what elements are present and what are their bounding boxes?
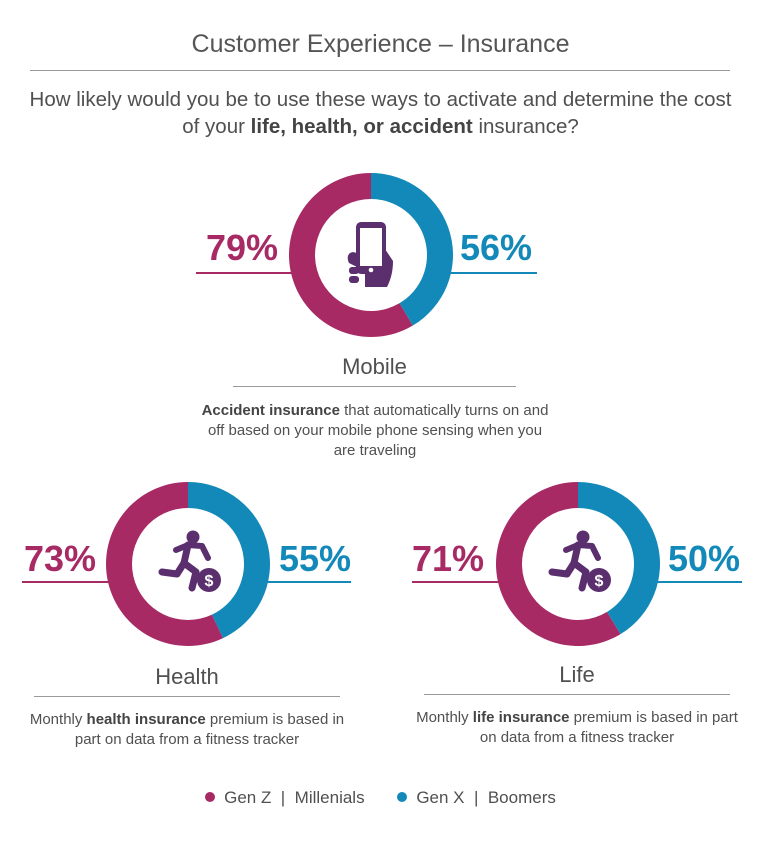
category-label-life: Life bbox=[559, 662, 595, 687]
pct-life-gen-x: 50% bbox=[668, 538, 741, 579]
svg-text:$: $ bbox=[595, 573, 604, 590]
description-life: Monthly life insurance premium is based … bbox=[412, 708, 742, 748]
legend-label: Gen X | Boomers bbox=[416, 787, 556, 807]
pct-mobile-gen-z: 79% bbox=[205, 227, 278, 268]
donut-segment-gen-x-boomers bbox=[188, 482, 270, 639]
survey-question: How likely would you be to use these way… bbox=[20, 86, 741, 140]
donut-segment-gen-x-boomers bbox=[371, 173, 453, 326]
description-life-pre: Monthly bbox=[416, 709, 473, 726]
pct-rule-health-gen-z bbox=[22, 581, 112, 583]
legend-label: Gen Z | Millenials bbox=[224, 787, 365, 807]
question-text-end: insurance? bbox=[472, 115, 579, 138]
runner-with-dollar-icon: $ bbox=[548, 530, 611, 592]
smartphone-in-hand-icon bbox=[347, 222, 393, 287]
pct-health-gen-x: 55% bbox=[279, 538, 352, 579]
runner-with-dollar-icon: $ bbox=[158, 530, 221, 592]
legend-item-gen-x-boomers: Gen X | Boomers bbox=[397, 788, 556, 808]
description-health: Monthly health insurance premium is base… bbox=[22, 710, 352, 750]
donut-life: $ bbox=[496, 482, 660, 646]
donut-mobile bbox=[288, 173, 453, 337]
donut-segment-gen-z-millenials bbox=[496, 482, 621, 646]
legend-dot-blue bbox=[397, 791, 408, 802]
donut-health: $ bbox=[105, 482, 270, 646]
question-text-bold: life, health, or accident bbox=[250, 115, 473, 138]
category-label-mobile: Mobile bbox=[342, 354, 407, 379]
donut-segment-gen-x-boomers bbox=[578, 482, 660, 635]
pct-health-gen-z: 73% bbox=[23, 538, 96, 579]
category-rule-mobile bbox=[233, 386, 516, 387]
pct-rule-life-gen-x bbox=[652, 581, 742, 583]
donut-segment-gen-z-millenials bbox=[288, 173, 413, 337]
legend-item-gen-z-millenials: Gen Z | Millenials bbox=[205, 787, 365, 808]
description-health-rest: premium is based in part on data from a … bbox=[74, 711, 345, 748]
description-mobile: Accident insurance that automatically tu… bbox=[200, 401, 550, 461]
legend: Gen Z | Millenials Gen X | Boomers bbox=[0, 787, 761, 808]
description-life-bold: life insurance bbox=[472, 709, 570, 726]
description-health-pre: Monthly bbox=[29, 711, 87, 728]
pct-rule-life-gen-z bbox=[412, 581, 502, 583]
pct-rule-health-gen-x bbox=[262, 581, 351, 583]
svg-text:$: $ bbox=[205, 573, 214, 590]
title-divider bbox=[30, 70, 730, 71]
category-rule-life bbox=[424, 694, 730, 695]
pct-rule-mobile-gen-x bbox=[449, 272, 537, 274]
pct-rule-mobile-gen-z bbox=[196, 272, 294, 274]
description-mobile-rest: that automatically turns on and off base… bbox=[207, 402, 549, 459]
description-health-bold: health insurance bbox=[86, 711, 206, 728]
question-text-start: How likely would you be to use these way… bbox=[29, 88, 732, 138]
category-rule-health bbox=[34, 696, 340, 697]
pct-life-gen-z: 71% bbox=[411, 538, 484, 579]
donut-segment-gen-z-millenials bbox=[105, 482, 224, 646]
legend-dot-magenta bbox=[205, 791, 216, 802]
description-life-rest: premium is based in part on data from a … bbox=[479, 709, 738, 746]
pct-mobile-gen-x: 56% bbox=[460, 227, 533, 268]
category-label-health: Health bbox=[155, 664, 219, 689]
page-title: Customer Experience – Insurance bbox=[191, 30, 570, 58]
description-mobile-bold: Accident insurance bbox=[201, 402, 340, 419]
